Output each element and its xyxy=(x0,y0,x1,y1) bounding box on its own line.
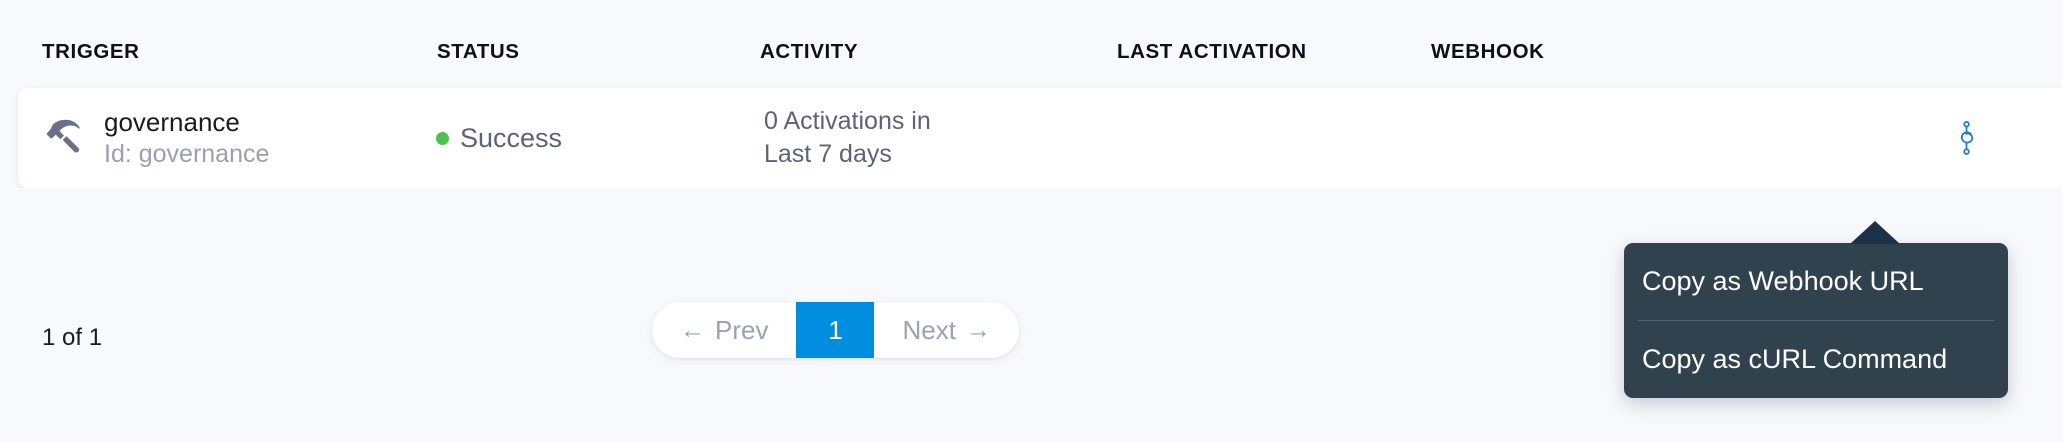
pagination-page-1[interactable]: 1 xyxy=(796,302,875,358)
cell-webhook[interactable] xyxy=(1938,88,1994,188)
pagination-prev-label: Prev xyxy=(715,314,769,345)
status-dot-icon xyxy=(436,131,449,145)
hammer-icon xyxy=(46,119,80,153)
column-header-trigger: TRIGGER xyxy=(42,40,140,63)
cell-activity: 0 Activations in Last 7 days xyxy=(764,88,931,188)
webhook-icon[interactable] xyxy=(1951,121,1981,155)
pagination-prev-button[interactable]: ← Prev xyxy=(652,302,796,358)
cell-trigger: governance Id: governance xyxy=(40,88,269,188)
menu-item-copy-webhook-url[interactable]: Copy as Webhook URL xyxy=(1642,266,1924,296)
cell-last-activation xyxy=(1135,88,1435,188)
activity-period-line: Last 7 days xyxy=(764,139,892,168)
arrow-left-icon: ← xyxy=(680,315,705,344)
trigger-name: governance xyxy=(104,107,240,138)
webhook-context-menu: Copy as Webhook URL Copy as cURL Command xyxy=(1624,221,2008,398)
pagination: ← Prev 1 Next → xyxy=(652,302,1019,358)
table-header-row: TRIGGER STATUS ACTIVITY LAST ACTIVATION … xyxy=(0,0,2062,88)
pagination-next-label: Next xyxy=(902,314,956,345)
menu-arrow-icon xyxy=(1850,221,1900,244)
table-row[interactable]: governance Id: governance Success 0 Acti… xyxy=(18,88,2062,188)
column-header-last-activation: LAST ACTIVATION xyxy=(1117,40,1307,63)
column-header-webhook: WEBHOOK xyxy=(1431,40,1545,63)
menu-divider xyxy=(1638,320,1994,321)
column-header-status: STATUS xyxy=(437,40,520,63)
result-count-label: 1 of 1 xyxy=(42,324,103,351)
trigger-id: Id: governance xyxy=(104,139,270,168)
trigger-text-group: governance Id: governance xyxy=(104,107,270,168)
menu-item-copy-curl-command[interactable]: Copy as cURL Command xyxy=(1642,344,1948,374)
status-label: Success xyxy=(460,122,563,153)
pagination-next-button[interactable]: Next → xyxy=(874,302,1018,358)
activity-count-line: 0 Activations in xyxy=(764,107,931,135)
column-header-activity: ACTIVITY xyxy=(760,40,859,63)
cell-status: Success xyxy=(436,88,562,188)
arrow-right-icon: → xyxy=(965,315,991,344)
